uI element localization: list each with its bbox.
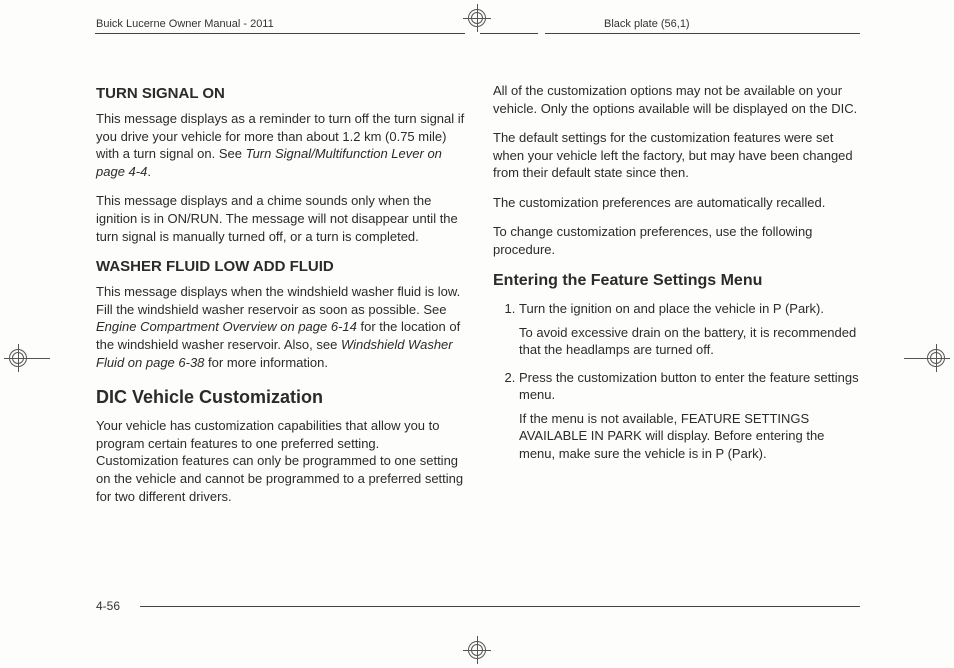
- paragraph: This message displays when the windshiel…: [96, 283, 465, 371]
- procedure-list: Turn the ignition on and place the vehic…: [493, 300, 862, 462]
- print-header: Buick Lucerne Owner Manual - 2011 Black …: [0, 18, 954, 40]
- reg-tick: [904, 358, 922, 359]
- reg-tick: [32, 358, 50, 359]
- footer-rule: [140, 606, 860, 607]
- procedure-step-2: Press the customization button to enter …: [519, 369, 862, 463]
- body-text: .: [147, 164, 151, 179]
- page-number: 4-56: [96, 599, 120, 613]
- paragraph: The customization preferences are automa…: [493, 194, 862, 212]
- header-rule-left: [95, 33, 465, 34]
- manual-title: Buick Lucerne Owner Manual - 2011: [96, 18, 274, 30]
- header-rule-right: [545, 33, 860, 34]
- step-subtext: To avoid excessive drain on the battery,…: [519, 324, 862, 359]
- step-text: Turn the ignition on and place the vehic…: [519, 301, 824, 316]
- paragraph: All of the customization options may not…: [493, 82, 862, 117]
- heading-dic-customization: DIC Vehicle Customization: [96, 385, 465, 409]
- registration-mark-right: [922, 344, 950, 372]
- step-subtext: If the menu is not available, FEATURE SE…: [519, 410, 862, 463]
- registration-mark-bottom: [463, 636, 491, 664]
- plate-info: Black plate (56,1): [604, 18, 690, 30]
- heading-turn-signal-on: TURN SIGNAL ON: [96, 84, 465, 104]
- step-text: Press the customization button to enter …: [519, 370, 859, 403]
- left-column: TURN SIGNAL ON This message displays as …: [96, 82, 465, 517]
- body-text: This message displays when the windshiel…: [96, 284, 460, 317]
- heading-washer-fluid-low: WASHER FLUID LOW ADD FLUID: [96, 257, 465, 277]
- content-area: TURN SIGNAL ON This message displays as …: [96, 82, 862, 517]
- paragraph: Your vehicle has customization capabilit…: [96, 417, 465, 505]
- paragraph: To change customization preferences, use…: [493, 223, 862, 258]
- header-rule-mid: [480, 33, 538, 34]
- paragraph: This message displays as a reminder to t…: [96, 110, 465, 180]
- procedure-step-1: Turn the ignition on and place the vehic…: [519, 300, 862, 359]
- right-column: All of the customization options may not…: [493, 82, 862, 517]
- registration-mark-left: [4, 344, 32, 372]
- heading-feature-settings-menu: Entering the Feature Settings Menu: [493, 270, 862, 292]
- xref-engine-compartment: Engine Compartment Overview on page 6‑14: [96, 319, 357, 334]
- paragraph: The default settings for the customizati…: [493, 129, 862, 182]
- body-text: for more information.: [204, 355, 328, 370]
- paragraph: This message displays and a chime sounds…: [96, 192, 465, 245]
